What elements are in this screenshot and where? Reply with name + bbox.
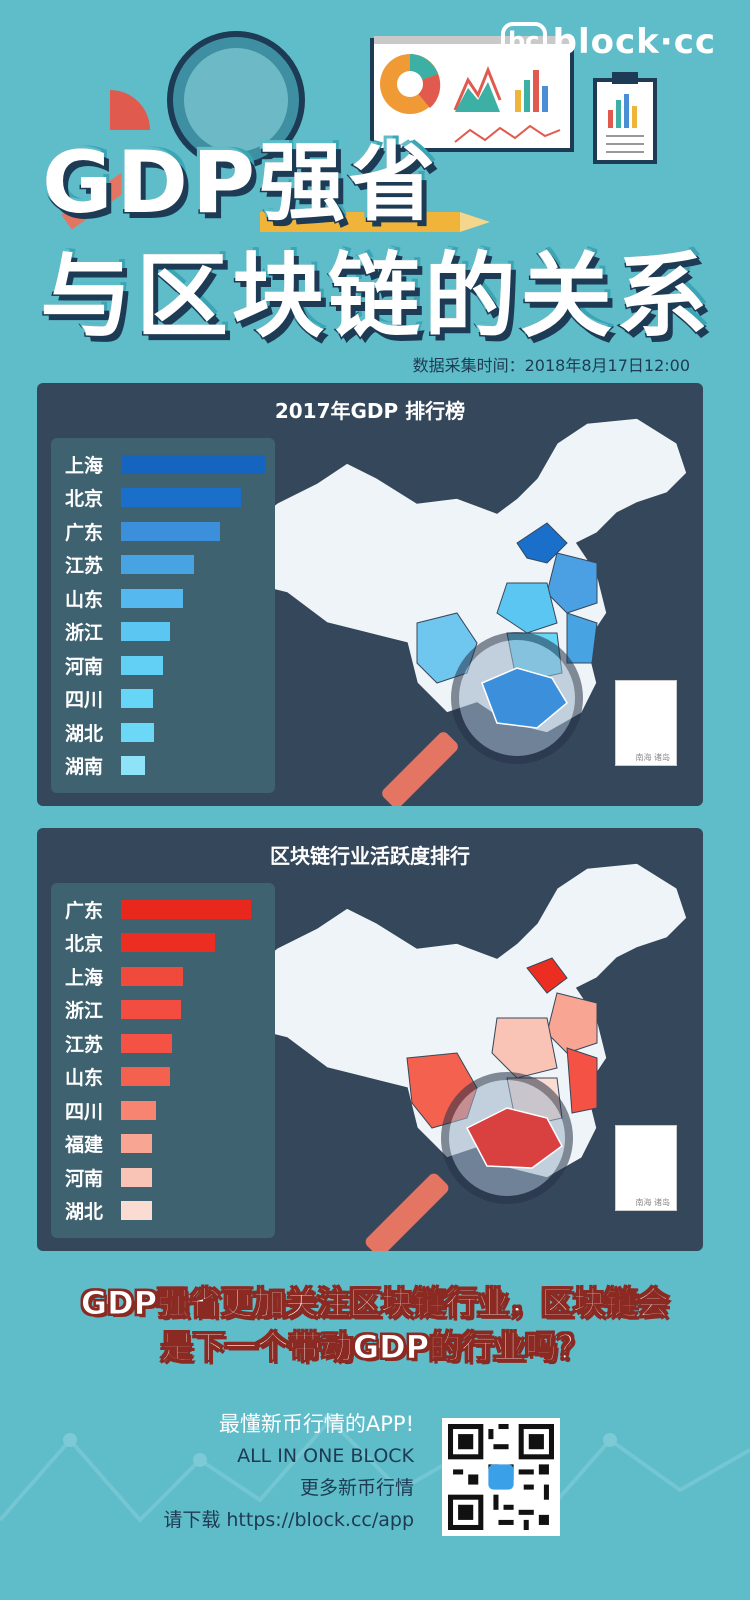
rank-label: 北京 [65,933,104,955]
qr-code-pattern [448,1424,554,1530]
logo-text: block·cc [552,22,716,62]
rank-row: 湖北 [51,720,155,745]
rank-bar [121,1100,157,1120]
rank-bar [121,689,153,708]
footer-tagline: ALL IN ONE BLOCK [237,1445,414,1467]
rank-row: 河南 [51,653,163,678]
rank-row: 山东 [51,586,183,611]
gdp-china-map [226,417,688,806]
logo-badge: bc [500,22,547,62]
south-china-sea-inset: 南海 诸岛 [615,680,677,766]
rank-bar [121,1000,181,1019]
rank-bar [121,454,265,474]
pie-chart-icon [110,90,150,130]
blockchain-activity-panel: 区块链行业活跃度排行 南海 诸岛 广东北京上海浙江江苏山东四川福建河南湖北 [37,828,703,1251]
gdp-rank-list: 上海北京广东江苏山东浙江河南四川湖北湖南 [51,438,275,793]
rank-label: 江苏 [65,1033,104,1056]
rank-label: 河南 [65,1167,104,1190]
rank-bar [121,521,221,541]
rank-label: 江苏 [65,555,104,577]
rank-row: 上海 [51,964,184,989]
rank-row: 北京 [51,931,215,955]
blockchain-rank-list: 广东北京上海浙江江苏山东四川福建河南湖北 [51,883,275,1238]
footer-more: 更多新币行情 [299,1477,414,1499]
rank-bar [121,555,195,574]
rank-row: 湖南 [51,754,146,778]
rank-row: 福建 [51,1132,153,1156]
timestamp: 数据采集时间：2018年8月17日12:00 [412,356,690,375]
brand-logo[interactable]: bc block·cc [500,22,716,62]
rank-label: 北京 [65,488,104,510]
rank-bar [121,1201,153,1220]
rank-label: 山东 [65,588,104,611]
rank-label: 浙江 [65,1000,104,1022]
footer-slogan: 最懂新币行情的APP! [218,1412,414,1436]
footer-download-link[interactable]: 请下载 https://block.cc/app [163,1509,414,1531]
rank-label: 湖北 [65,1201,104,1223]
rank-bar [121,722,155,742]
south-china-sea-inset: 南海 诸岛 [615,1125,677,1211]
rank-row: 湖北 [51,1199,153,1223]
rank-bar [121,488,241,507]
rank-bar [121,1067,171,1086]
rank-bar [121,966,184,986]
rank-bar [121,899,251,919]
rank-row: 江苏 [51,1031,172,1056]
rank-bar [121,655,163,675]
rank-row: 广东 [51,897,251,922]
inset-label: 南海 诸岛 [635,1198,670,1207]
inset-label: 南海 诸岛 [635,753,670,762]
rank-row: 广东 [51,519,221,544]
blockchain-china-map [226,862,688,1251]
rank-row: 浙江 [51,620,170,644]
footer-background-graph [0,1413,750,1523]
question-line-1: GDP强省更加关注区块链行业，区块链会 [80,1284,670,1323]
title-line-1: GDP强省 [40,132,440,235]
rank-row: 上海 [51,452,265,477]
rank-label: 山东 [65,1067,104,1089]
rank-row: 浙江 [51,998,181,1022]
gdp-ranking-panel: 2017年GDP 排行榜 南海 诸岛 上海北京广东江苏山东浙江河南四川湖北湖南 [37,383,703,806]
question-line-2: 是下一个带动GDP的行业吗？ [160,1328,590,1367]
rank-row: 四川 [51,687,153,711]
gdp-panel-title: 2017年GDP 排行榜 [274,399,466,423]
header-illustration [61,31,657,232]
rank-bar [121,588,183,608]
footer-text: 最懂新币行情的APP! ALL IN ONE BLOCK 更多新币行情 请下载 … [163,1408,414,1536]
rank-label: 湖北 [65,722,104,745]
rank-row: 江苏 [51,553,195,577]
rank-label: 广东 [65,521,104,544]
rank-bar [121,933,215,952]
rank-label: 广东 [65,899,104,922]
title-line-2: 与区块链的关系 [38,242,713,352]
rank-label: 上海 [65,454,104,477]
rank-label: 四川 [65,1100,104,1123]
rank-row: 北京 [51,486,241,510]
rank-label: 湖南 [65,756,104,778]
rank-label: 河南 [65,655,104,678]
blockchain-panel-title: 区块链行业活跃度排行 [270,844,470,868]
rank-bar [121,756,146,775]
rank-label: 上海 [65,966,104,989]
rank-bar [121,1134,153,1153]
rank-bar [121,622,170,641]
rank-label: 四川 [65,689,104,711]
rank-row: 四川 [51,1098,157,1123]
rank-label: 浙江 [65,622,104,644]
rank-bar [121,1167,153,1187]
rank-row: 山东 [51,1065,171,1089]
rank-label: 福建 [65,1134,104,1156]
qr-code-icon[interactable] [442,1418,560,1536]
rank-bar [121,1033,172,1053]
rank-row: 河南 [51,1165,153,1190]
